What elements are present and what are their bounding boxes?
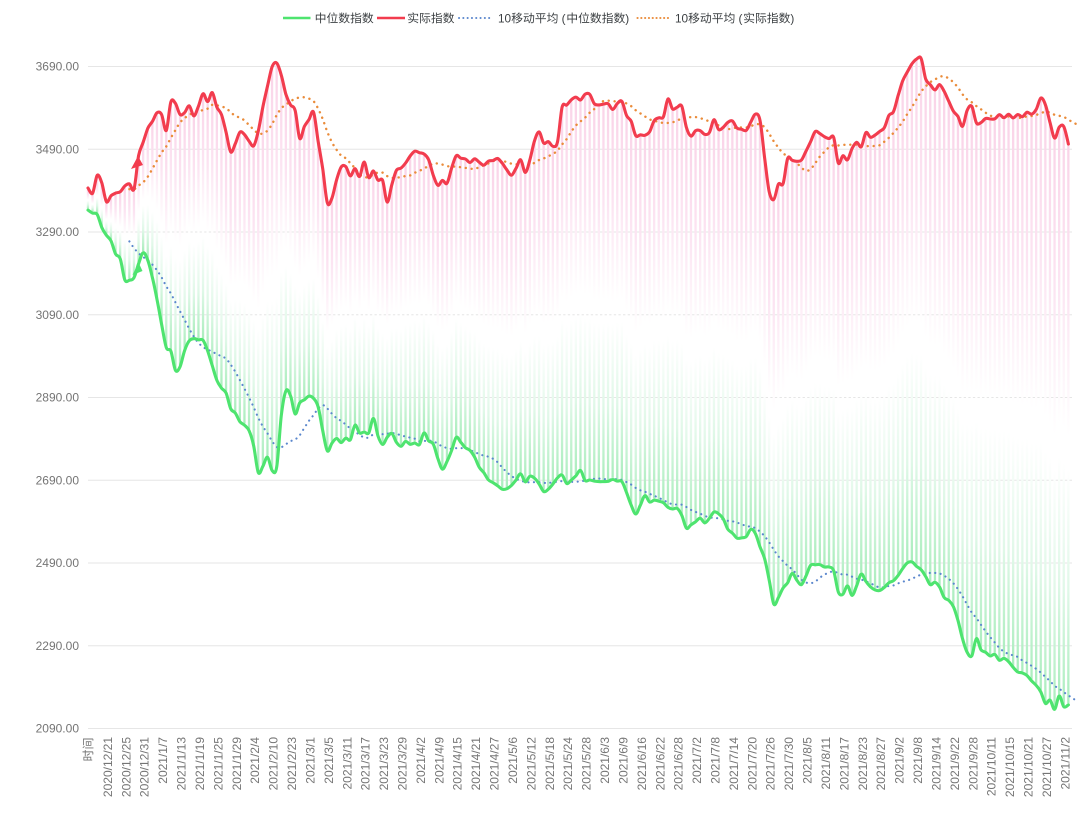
svg-text:10: 10 (675, 11, 689, 25)
svg-text:2021/9/22: 2021/9/22 (948, 737, 962, 791)
svg-text:2021/8/11: 2021/8/11 (819, 737, 833, 790)
svg-text:2021/6/9: 2021/6/9 (616, 737, 630, 784)
svg-text:2021/7/8: 2021/7/8 (709, 737, 723, 784)
svg-text:2021/10/11: 2021/10/11 (985, 737, 999, 796)
svg-text:2021/1/19: 2021/1/19 (193, 737, 207, 791)
svg-text:2690.00: 2690.00 (36, 473, 80, 487)
svg-text:2021/6/3: 2021/6/3 (598, 737, 612, 784)
svg-text:2021/7/14: 2021/7/14 (727, 737, 741, 791)
svg-text:2021/6/28: 2021/6/28 (672, 737, 686, 791)
svg-text:2021/1/7: 2021/1/7 (156, 737, 170, 784)
svg-text:2021/1/29: 2021/1/29 (230, 737, 244, 791)
svg-text:2021/9/28: 2021/9/28 (966, 737, 980, 791)
svg-text:2021/11/2: 2021/11/2 (1058, 737, 1072, 790)
svg-text:2020/12/31: 2020/12/31 (138, 737, 152, 797)
svg-text:2090.00: 2090.00 (36, 722, 80, 736)
svg-text:2021/2/23: 2021/2/23 (285, 737, 299, 791)
svg-text:2021/3/1: 2021/3/1 (303, 737, 317, 784)
svg-text:2021/7/26: 2021/7/26 (764, 737, 778, 791)
svg-text:2021/8/23: 2021/8/23 (856, 737, 870, 791)
svg-text:(: ( (739, 11, 743, 25)
svg-text:2021/4/27: 2021/4/27 (488, 737, 502, 791)
svg-text:2021/4/2: 2021/4/2 (414, 737, 428, 784)
svg-text:2021/7/20: 2021/7/20 (745, 737, 759, 791)
svg-text:2021/3/23: 2021/3/23 (377, 737, 391, 791)
svg-text:): ) (790, 11, 794, 25)
svg-text:2021/8/17: 2021/8/17 (837, 737, 851, 791)
svg-text:10: 10 (498, 11, 512, 25)
svg-text:2021/10/27: 2021/10/27 (1040, 737, 1054, 797)
svg-text:2490.00: 2490.00 (36, 556, 80, 570)
svg-text:2290.00: 2290.00 (36, 639, 80, 653)
svg-text:2890.00: 2890.00 (36, 391, 80, 405)
svg-text:2021/2/10: 2021/2/10 (267, 737, 281, 791)
svg-text:2021/8/5: 2021/8/5 (801, 737, 815, 784)
svg-text:3090.00: 3090.00 (36, 308, 80, 322)
svg-text:2021/5/28: 2021/5/28 (580, 737, 594, 791)
svg-text:2021/7/30: 2021/7/30 (782, 737, 796, 791)
svg-text:2021/5/6: 2021/5/6 (506, 737, 520, 784)
svg-text:2021/9/14: 2021/9/14 (930, 737, 944, 791)
svg-text:2021/3/5: 2021/3/5 (322, 737, 336, 784)
svg-text:2021/2/4: 2021/2/4 (248, 737, 262, 784)
svg-text:3290.00: 3290.00 (36, 225, 80, 239)
svg-text:2021/3/11: 2021/3/11 (340, 737, 354, 790)
svg-text:2021/10/21: 2021/10/21 (1022, 737, 1036, 797)
svg-text:3490.00: 3490.00 (36, 142, 80, 156)
svg-text:2020/12/21: 2020/12/21 (101, 737, 115, 797)
svg-text:2021/9/8: 2021/9/8 (911, 737, 925, 784)
svg-text:2021/5/12: 2021/5/12 (524, 737, 538, 791)
svg-text:2021/1/13: 2021/1/13 (175, 737, 189, 791)
svg-text:2021/10/15: 2021/10/15 (1003, 737, 1017, 797)
svg-text:2021/3/17: 2021/3/17 (359, 737, 373, 791)
svg-text:2021/4/15: 2021/4/15 (451, 737, 465, 791)
svg-text:2021/4/21: 2021/4/21 (469, 737, 483, 791)
svg-text:2021/4/9: 2021/4/9 (432, 737, 446, 784)
svg-text:(: ( (562, 11, 566, 25)
svg-text:2021/5/24: 2021/5/24 (561, 737, 575, 791)
svg-text:2021/8/27: 2021/8/27 (874, 737, 888, 791)
svg-text:2021/6/22: 2021/6/22 (653, 737, 667, 791)
svg-text:2020/12/25: 2020/12/25 (119, 737, 133, 797)
svg-text:2021/5/18: 2021/5/18 (543, 737, 557, 791)
svg-text:2021/6/16: 2021/6/16 (635, 737, 649, 791)
svg-text:2021/1/25: 2021/1/25 (211, 737, 225, 791)
svg-text:2021/9/2: 2021/9/2 (893, 737, 907, 784)
svg-text:3690.00: 3690.00 (36, 60, 80, 74)
svg-text:2021/7/2: 2021/7/2 (690, 737, 704, 784)
svg-text:): ) (625, 11, 629, 25)
svg-text:2021/3/29: 2021/3/29 (396, 737, 410, 791)
